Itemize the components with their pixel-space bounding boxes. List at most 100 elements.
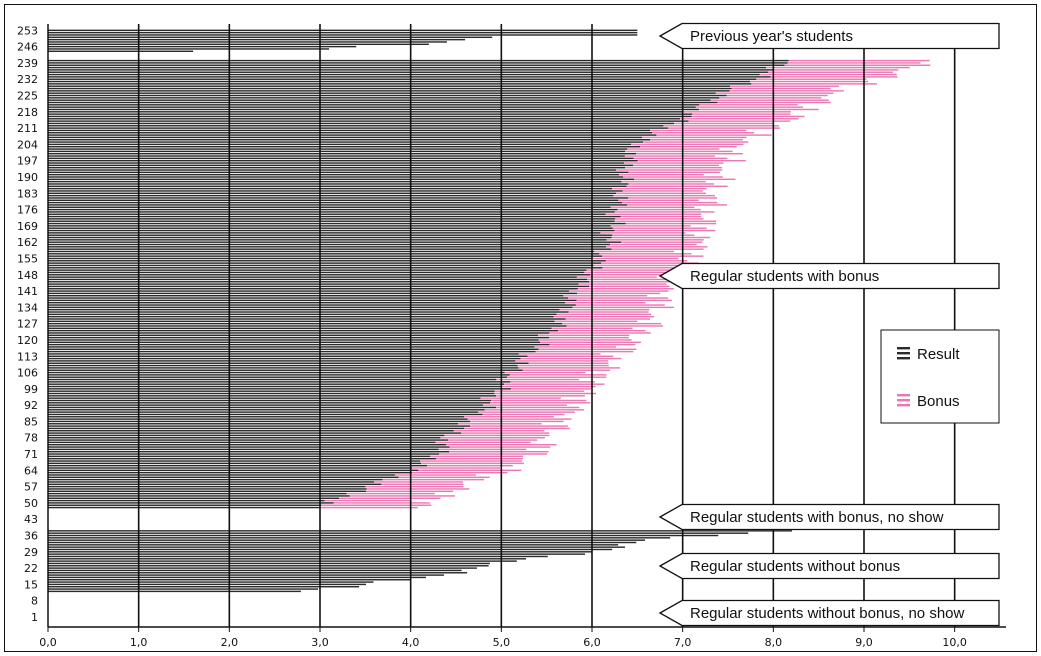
result-bar [48,85,731,87]
bonus-bar [768,71,893,73]
bonus-bar [496,378,579,381]
bonus-bar [449,450,549,453]
result-bar [48,271,585,274]
bonus-bar [381,483,464,486]
bonus-bar [611,236,711,239]
result-bar [48,150,625,153]
result-bar [48,236,612,239]
bonus-bar [444,434,550,437]
bonus-bar [427,464,513,467]
bonus-bar [575,304,665,306]
bonus-bar [787,62,921,64]
result-bar [48,385,502,388]
x-tick-label: 8,0 [765,636,783,649]
result-bar [48,320,555,323]
y-tick-label: 127 [17,318,38,331]
result-bar [48,404,484,406]
y-tick-label: 78 [24,432,38,445]
result-bar [48,488,367,490]
bonus-bar [594,250,675,253]
result-bar [48,355,528,357]
y-tick-label: 141 [17,285,38,298]
result-bar [48,576,426,579]
result-bar [48,395,497,397]
result-bar [48,180,622,183]
result-bar [48,285,590,288]
result-bar [48,548,613,551]
result-bar [48,104,700,106]
bonus-bar [624,155,715,157]
x-tick-label: 10,0 [942,636,967,649]
result-bar [48,111,684,113]
result-bar [48,241,622,243]
axes [47,24,1006,632]
result-bar [48,178,635,181]
result-bar [48,278,588,281]
bonus-bar [612,234,695,236]
bonus-bar [756,78,867,80]
result-bar [48,136,643,139]
result-bar [48,308,560,311]
result-bar [48,439,449,441]
bonus-bar [501,385,596,388]
bonus-bar [490,402,591,404]
bonus-bar [440,437,545,439]
bonus-bar [627,148,720,150]
annotation-callout [658,22,1000,50]
result-bar [48,481,375,483]
result-bar [48,115,692,118]
bonus-bar [453,430,545,432]
y-tick-label: 218 [17,106,38,119]
bonus-bar [449,446,551,448]
result-bar [48,267,603,269]
bonus-bar [558,329,646,332]
y-tick-label: 176 [17,204,38,217]
result-bar [48,38,466,41]
result-bar [48,367,519,369]
bonus-bar [622,190,703,192]
result-bar [48,390,495,392]
x-tick-label: 6,0 [583,636,601,649]
y-tick-label: 43 [24,513,38,526]
result-bar [48,132,653,134]
bonus-bar [614,229,716,232]
bonus-bar [613,194,715,197]
result-bar [48,276,577,278]
result-bar [48,211,615,213]
bonus-bar [496,395,585,397]
result-bar [48,101,718,104]
result-bar [48,73,760,76]
result-bar [48,413,483,416]
result-bar [48,448,439,451]
result-bar [48,590,301,593]
result-bar [48,569,462,572]
bonus-bar [616,192,706,195]
y-tick-label: 1 [31,611,38,624]
bonus-bar [566,325,664,327]
x-tick-label: 3,0 [311,636,329,649]
result-bar [48,173,620,176]
bonus-bar [628,197,718,199]
result-bar [48,446,450,448]
bonus-bar [698,108,819,111]
result-bar [48,434,445,437]
bonus-bar [599,253,692,255]
bonus-bar [731,87,831,90]
result-bar [48,262,602,264]
result-bar [48,31,638,34]
y-tick-label: 232 [17,73,38,86]
result-bar [48,169,617,171]
result-bar [48,478,383,481]
bonus-bar [480,397,561,399]
bonus-bar [766,66,910,69]
result-bar [48,292,578,295]
annotation-label: Previous year's students [690,28,853,45]
bonus-bar [461,432,550,434]
bonus-bar [553,315,655,318]
bonus-bar [617,208,701,211]
bonus-legend-icon [897,394,910,407]
bonus-bar [750,80,868,83]
bonus-bar [507,376,607,378]
bonus-bar [549,336,629,339]
y-tick-label: 64 [24,464,38,477]
